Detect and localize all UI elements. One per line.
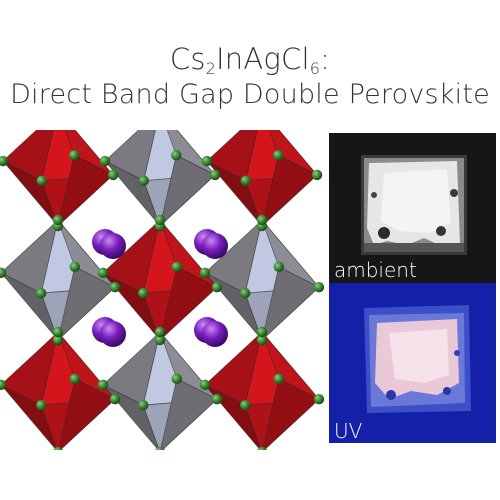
crystal-structure-illustration bbox=[0, 130, 325, 450]
chlorine-atom bbox=[201, 155, 213, 167]
chlorine-atom bbox=[0, 379, 7, 390]
chlorine-atom bbox=[211, 394, 223, 405]
chlorine-atom bbox=[52, 334, 64, 346]
uv-label: UV bbox=[334, 419, 363, 443]
ag-octahedron-face bbox=[261, 154, 318, 227]
chlorine-atom bbox=[138, 288, 149, 299]
chlorine-atom bbox=[199, 267, 211, 278]
chlorine-atom bbox=[69, 373, 81, 384]
ambient-photo: ambient bbox=[329, 133, 496, 283]
chlorine-atom bbox=[273, 150, 284, 161]
chlorine-atom bbox=[154, 214, 166, 226]
chlorine-atom bbox=[53, 446, 63, 450]
chlorine-atom bbox=[313, 394, 325, 405]
cesium-atom bbox=[100, 233, 126, 259]
figure-title: Cs2InAgCl6: Direct Band Gap Double Perov… bbox=[0, 42, 500, 112]
in-octahedron-face bbox=[261, 266, 320, 341]
chlorine-atom bbox=[138, 175, 149, 186]
ag-octahedron-face bbox=[57, 154, 114, 227]
chlorine-atom bbox=[209, 169, 221, 181]
chlorine-atom bbox=[97, 267, 109, 278]
in-octahedron-face bbox=[57, 266, 116, 341]
chlorine-atom bbox=[171, 150, 182, 161]
chlorine-atom bbox=[0, 155, 9, 167]
title-subtitle: Direct Band Gap Double Perovskite bbox=[10, 79, 490, 110]
title-formula: Cs2InAgCl6: bbox=[169, 42, 331, 78]
cesium-atom bbox=[100, 321, 126, 347]
ambient-label: ambient bbox=[334, 258, 417, 282]
ag-octahedron-face bbox=[159, 266, 218, 341]
cesium-atom bbox=[202, 233, 228, 259]
chlorine-atom bbox=[273, 261, 284, 272]
ag-octahedron-face bbox=[58, 378, 116, 450]
chlorine-atom bbox=[154, 334, 166, 346]
chlorine-atom bbox=[155, 446, 165, 450]
chlorine-atom bbox=[109, 394, 121, 405]
in-octahedron-face bbox=[159, 154, 216, 227]
chlorine-atom bbox=[171, 261, 182, 272]
chlorine-atom bbox=[257, 446, 267, 450]
ag-octahedron-face bbox=[262, 378, 320, 450]
chlorine-atom bbox=[36, 288, 47, 299]
chlorine-atom bbox=[36, 400, 47, 411]
crystal-film-uv bbox=[329, 283, 496, 443]
chlorine-atom bbox=[69, 150, 80, 161]
chlorine-atom bbox=[273, 373, 284, 384]
chlorine-atom bbox=[138, 400, 149, 411]
uv-photo: UV bbox=[329, 283, 496, 443]
chlorine-atom bbox=[154, 326, 166, 338]
chlorine-atom bbox=[199, 379, 211, 390]
chlorine-atom bbox=[256, 334, 268, 346]
in-octahedron-face bbox=[160, 378, 218, 450]
chlorine-atom bbox=[256, 214, 268, 226]
chlorine-atom bbox=[107, 169, 119, 181]
cesium-atom bbox=[202, 321, 228, 347]
chlorine-atom bbox=[311, 169, 323, 181]
chlorine-atom bbox=[99, 155, 111, 167]
chlorine-atom bbox=[313, 282, 325, 293]
chlorine-atom bbox=[97, 379, 109, 390]
chlorine-atom bbox=[211, 282, 223, 293]
chlorine-atom bbox=[69, 261, 81, 272]
chlorine-atom bbox=[52, 326, 64, 338]
chlorine-atom bbox=[0, 267, 7, 278]
chlorine-atom bbox=[240, 175, 251, 186]
chlorine-atom bbox=[240, 400, 251, 411]
chlorine-atom bbox=[171, 373, 182, 384]
chlorine-atom bbox=[52, 214, 64, 226]
crystal-film-ambient bbox=[329, 133, 496, 283]
chlorine-atom bbox=[36, 175, 47, 186]
chlorine-atom bbox=[109, 282, 121, 293]
chlorine-atom bbox=[256, 326, 268, 338]
chlorine-atom bbox=[240, 288, 251, 299]
